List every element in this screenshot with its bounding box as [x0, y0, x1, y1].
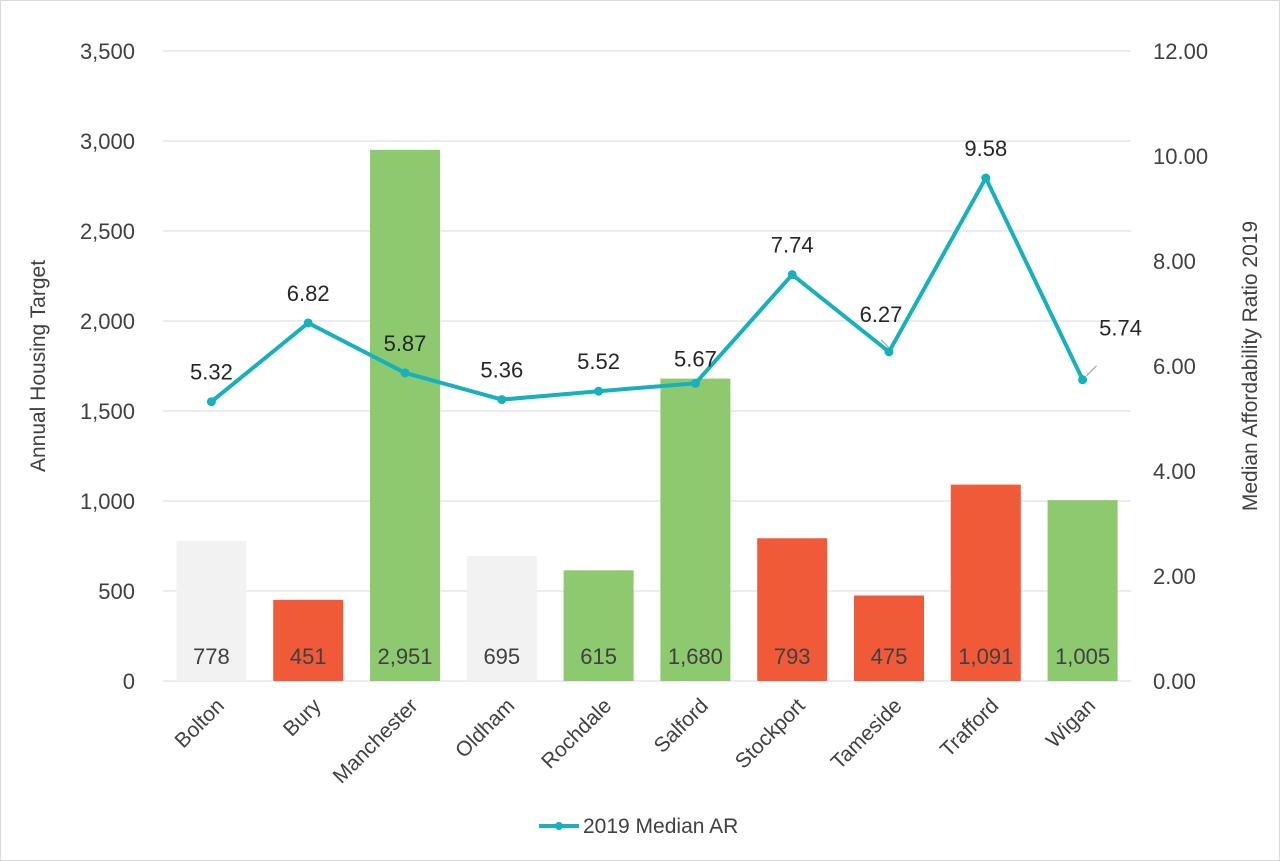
- left-tick-label: 500: [98, 579, 135, 604]
- right-tick-label: 4.00: [1153, 459, 1196, 484]
- bar: [854, 595, 924, 681]
- bar-value-label: 1,005: [1055, 644, 1110, 669]
- line-point: [206, 397, 216, 407]
- category-label: Tameside: [827, 694, 907, 774]
- category-label: Bury: [279, 694, 326, 741]
- left-tick-label: 3,000: [80, 129, 135, 154]
- category-label: Trafford: [936, 694, 1003, 761]
- left-tick-label: 1,500: [80, 399, 135, 424]
- bar-value-label: 475: [871, 644, 908, 669]
- line-point: [884, 347, 894, 357]
- right-tick-label: 8.00: [1153, 249, 1196, 274]
- right-tick-label: 0.00: [1153, 669, 1196, 694]
- bar-value-label: 1,091: [958, 644, 1013, 669]
- left-tick-label: 2,000: [80, 309, 135, 334]
- bar-value-label: 695: [483, 644, 520, 669]
- right-tick-label: 6.00: [1153, 354, 1196, 379]
- label-leader-line: [1086, 365, 1098, 377]
- bar: [950, 484, 1021, 681]
- legend-marker: [555, 822, 563, 830]
- left-axis-ticks: 0 500 1,000 1,500 2,000 2,500 3,000 3,500: [80, 39, 135, 694]
- bar: [273, 599, 344, 681]
- left-tick-label: 1,000: [80, 489, 135, 514]
- legend: 2019 Median AR: [539, 815, 738, 838]
- right-tick-label: 10.00: [1153, 144, 1208, 169]
- line-value-label: 5.32: [190, 360, 233, 385]
- legend-label: 2019 Median AR: [583, 815, 738, 838]
- line-point: [303, 318, 313, 328]
- bar: [1047, 500, 1118, 681]
- line-value-label: 5.87: [384, 331, 427, 356]
- bar-value-label: 1,680: [668, 644, 723, 669]
- category-label: Stockport: [731, 694, 810, 773]
- bar: [660, 378, 731, 681]
- line-value-label: 5.52: [577, 349, 620, 374]
- bar: [466, 555, 537, 681]
- right-tick-label: 2.00: [1153, 564, 1196, 589]
- bar: [176, 540, 247, 681]
- label-leader-line: [880, 339, 890, 349]
- line-point: [400, 368, 410, 378]
- left-tick-label: 3,500: [80, 39, 135, 64]
- bars: 778 451 2,951 695 615 1,680 793 475 1,091 1,005: [176, 149, 1118, 681]
- bar: [757, 538, 828, 681]
- right-axis-ticks: 0.00 2.00 4.00 6.00 8.00 10.00 12.00: [1153, 39, 1208, 694]
- line-point: [1078, 375, 1088, 385]
- category-label: Wigan: [1042, 694, 1100, 752]
- line-value-label: 6.27: [860, 302, 903, 327]
- line-point: [981, 173, 991, 183]
- right-axis-title: Median Affordability Ratio 2019: [1239, 221, 1262, 511]
- right-tick-label: 12.00: [1153, 39, 1208, 64]
- bar: [563, 570, 634, 681]
- bar-value-label: 2,951: [377, 644, 432, 669]
- line-value-label: 9.58: [964, 136, 1007, 161]
- bar-value-label: 793: [774, 644, 811, 669]
- category-label: Salford: [650, 694, 713, 757]
- bar-value-label: 451: [290, 644, 327, 669]
- line-point: [690, 378, 700, 388]
- line-value-label: 5.74: [1099, 316, 1142, 341]
- category-labels: Bolton Bury Manchester Oldham Rochdale Salfor…: [171, 694, 1101, 788]
- line-point: [497, 395, 507, 405]
- line-value-label: 7.74: [771, 233, 814, 258]
- category-label: Rochdale: [537, 694, 616, 773]
- line-point: [594, 386, 604, 396]
- gridlines: [163, 50, 1131, 682]
- left-tick-label: 0: [123, 669, 135, 694]
- bar-value-label: 778: [193, 644, 230, 669]
- category-label: Manchester: [329, 694, 423, 788]
- line-series: 5.32 6.82 5.87 5.36 5.52 5.67 7.74 6.27 9.58 5.74: [190, 136, 1142, 407]
- line-value-label: 6.82: [287, 281, 330, 306]
- left-tick-label: 2,500: [80, 219, 135, 244]
- bar-value-label: 615: [580, 644, 617, 669]
- line-point: [787, 270, 797, 280]
- line-path: [210, 176, 1085, 404]
- line-value-label: 5.67: [674, 346, 717, 371]
- line-value-label: 5.36: [480, 358, 523, 383]
- bar: [370, 149, 440, 681]
- left-axis-title: Annual Housing Target: [27, 260, 50, 472]
- category-label: Oldham: [451, 694, 519, 762]
- category-label: Bolton: [171, 694, 229, 752]
